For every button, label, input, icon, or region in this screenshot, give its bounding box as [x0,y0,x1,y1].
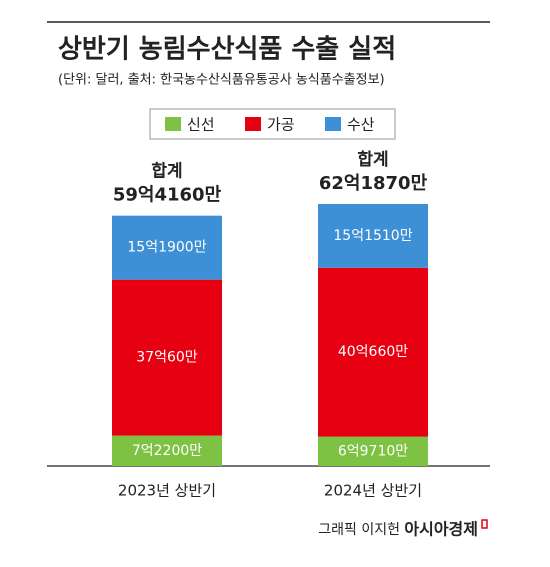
value-label: 15억1900만 [127,240,206,256]
x-tick-label: 2024년 상반기 [324,482,422,500]
chart-title: 상반기 농림수산식품 수출 실적 [58,35,396,65]
value-label: 15억1510만 [333,228,412,244]
legend-label: 수산 [347,116,375,134]
total-label: 59억4160만 [113,185,222,206]
value-label: 7억2200만 [132,443,202,459]
total-label: 62억1870만 [319,173,428,194]
total-title: 합계 [357,149,388,170]
legend-label: 가공 [267,116,295,134]
chart-subtitle: (단위: 달러, 출처: 한국농수산식품유통공사 농식품수출정보) [58,73,385,88]
bar-segment [112,279,222,436]
bar-segment [318,204,428,268]
legend-swatch [325,117,341,131]
legend-swatch [165,117,181,131]
bar-segment [318,436,428,466]
legend-box [149,108,396,140]
value-label: 6억9710만 [338,443,408,459]
value-label: 40억660만 [338,344,408,360]
legend-label: 신선 [187,116,215,134]
bar-segment [112,215,222,280]
brand-icon [481,519,488,529]
total-title: 합계 [151,161,182,182]
bar-segment [318,267,428,437]
legend-swatch [245,117,261,131]
brand: 아시아경제 [404,520,478,539]
bar-segment [112,435,222,466]
x-tick-label: 2023년 상반기 [118,482,216,500]
credit: 그래픽 이지헌 [318,522,400,538]
value-label: 37억60만 [136,350,198,366]
